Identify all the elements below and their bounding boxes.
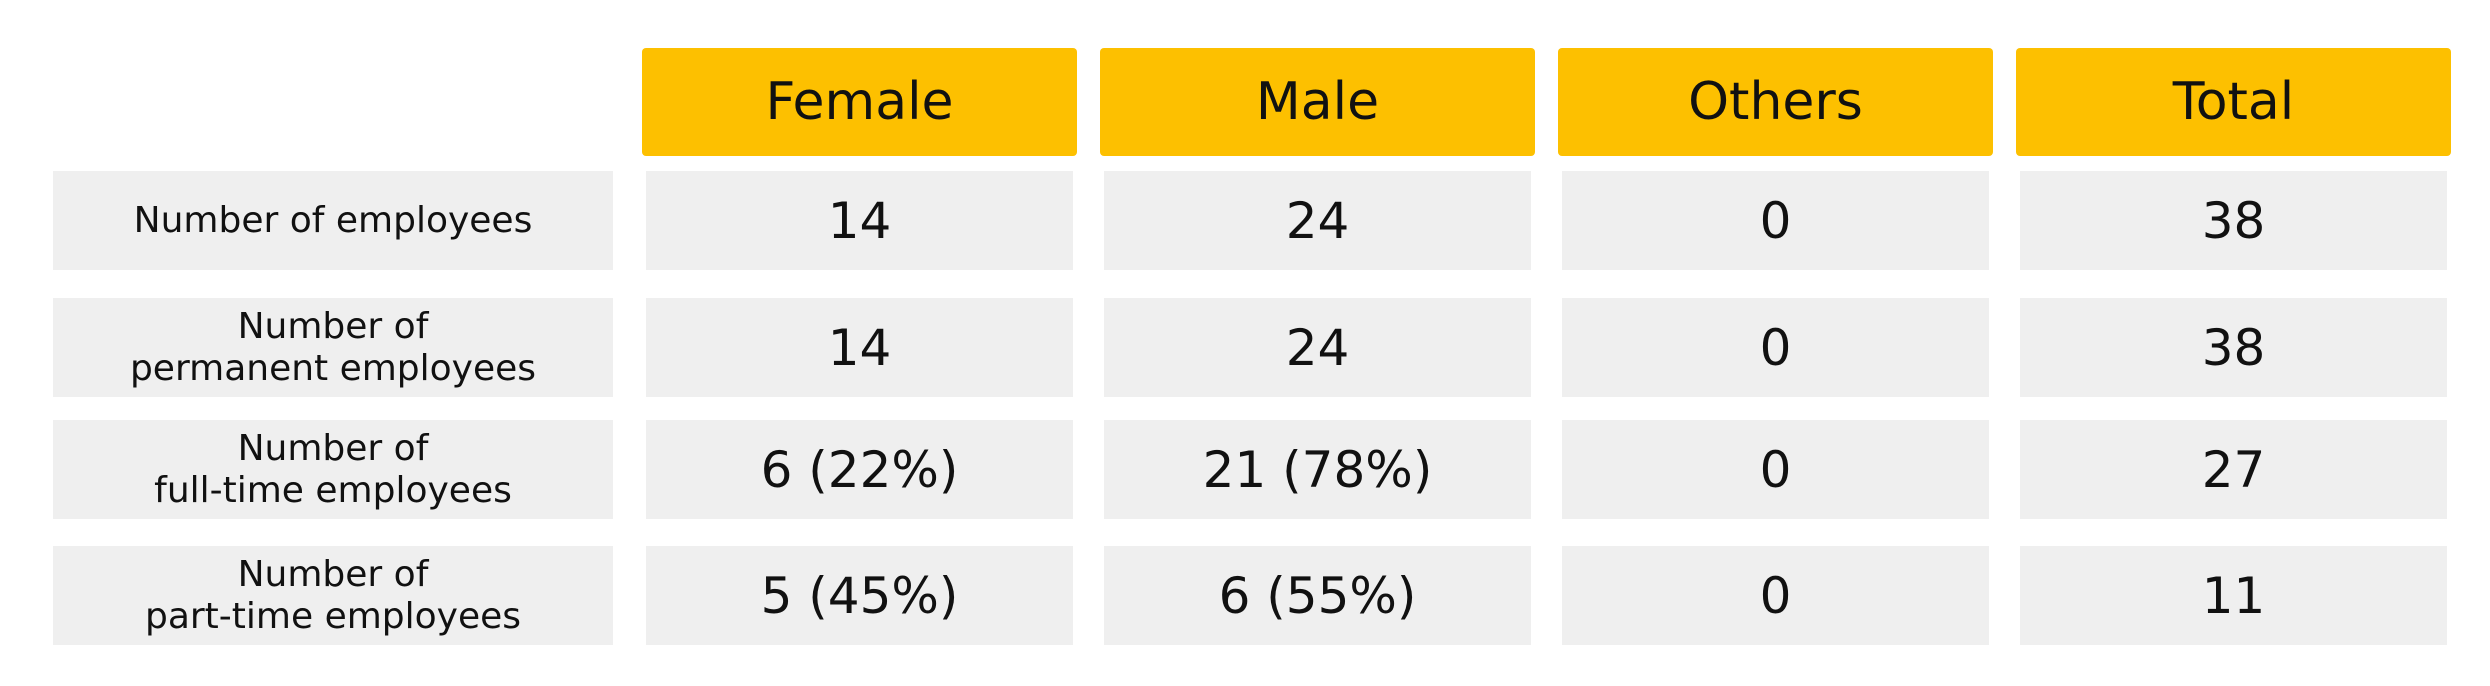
table-cell: 11 (2020, 546, 2447, 645)
row-label: Number of permanent employees (53, 298, 613, 397)
table-cell: 5 (45%) (646, 546, 1073, 645)
column-header: Female (642, 48, 1077, 156)
column-header: Others (1558, 48, 1993, 156)
row-label: Number of employees (53, 171, 613, 270)
column-header: Male (1100, 48, 1535, 156)
table-cell: 0 (1562, 546, 1989, 645)
table-cell: 6 (22%) (646, 420, 1073, 519)
table-cell: 38 (2020, 171, 2447, 270)
table-cell: 0 (1562, 298, 1989, 397)
row-label: Number of part-time employees (53, 546, 613, 645)
table-cell: 14 (646, 298, 1073, 397)
column-header: Total (2016, 48, 2451, 156)
table-cell: 0 (1562, 420, 1989, 519)
table-cell: 27 (2020, 420, 2447, 519)
table-cell: 24 (1104, 171, 1531, 270)
row-label: Number of full-time employees (53, 420, 613, 519)
table-cell: 38 (2020, 298, 2447, 397)
table-cell: 6 (55%) (1104, 546, 1531, 645)
table-cell: 21 (78%) (1104, 420, 1531, 519)
table-cell: 0 (1562, 171, 1989, 270)
table-cell: 24 (1104, 298, 1531, 397)
table-cell: 14 (646, 171, 1073, 270)
